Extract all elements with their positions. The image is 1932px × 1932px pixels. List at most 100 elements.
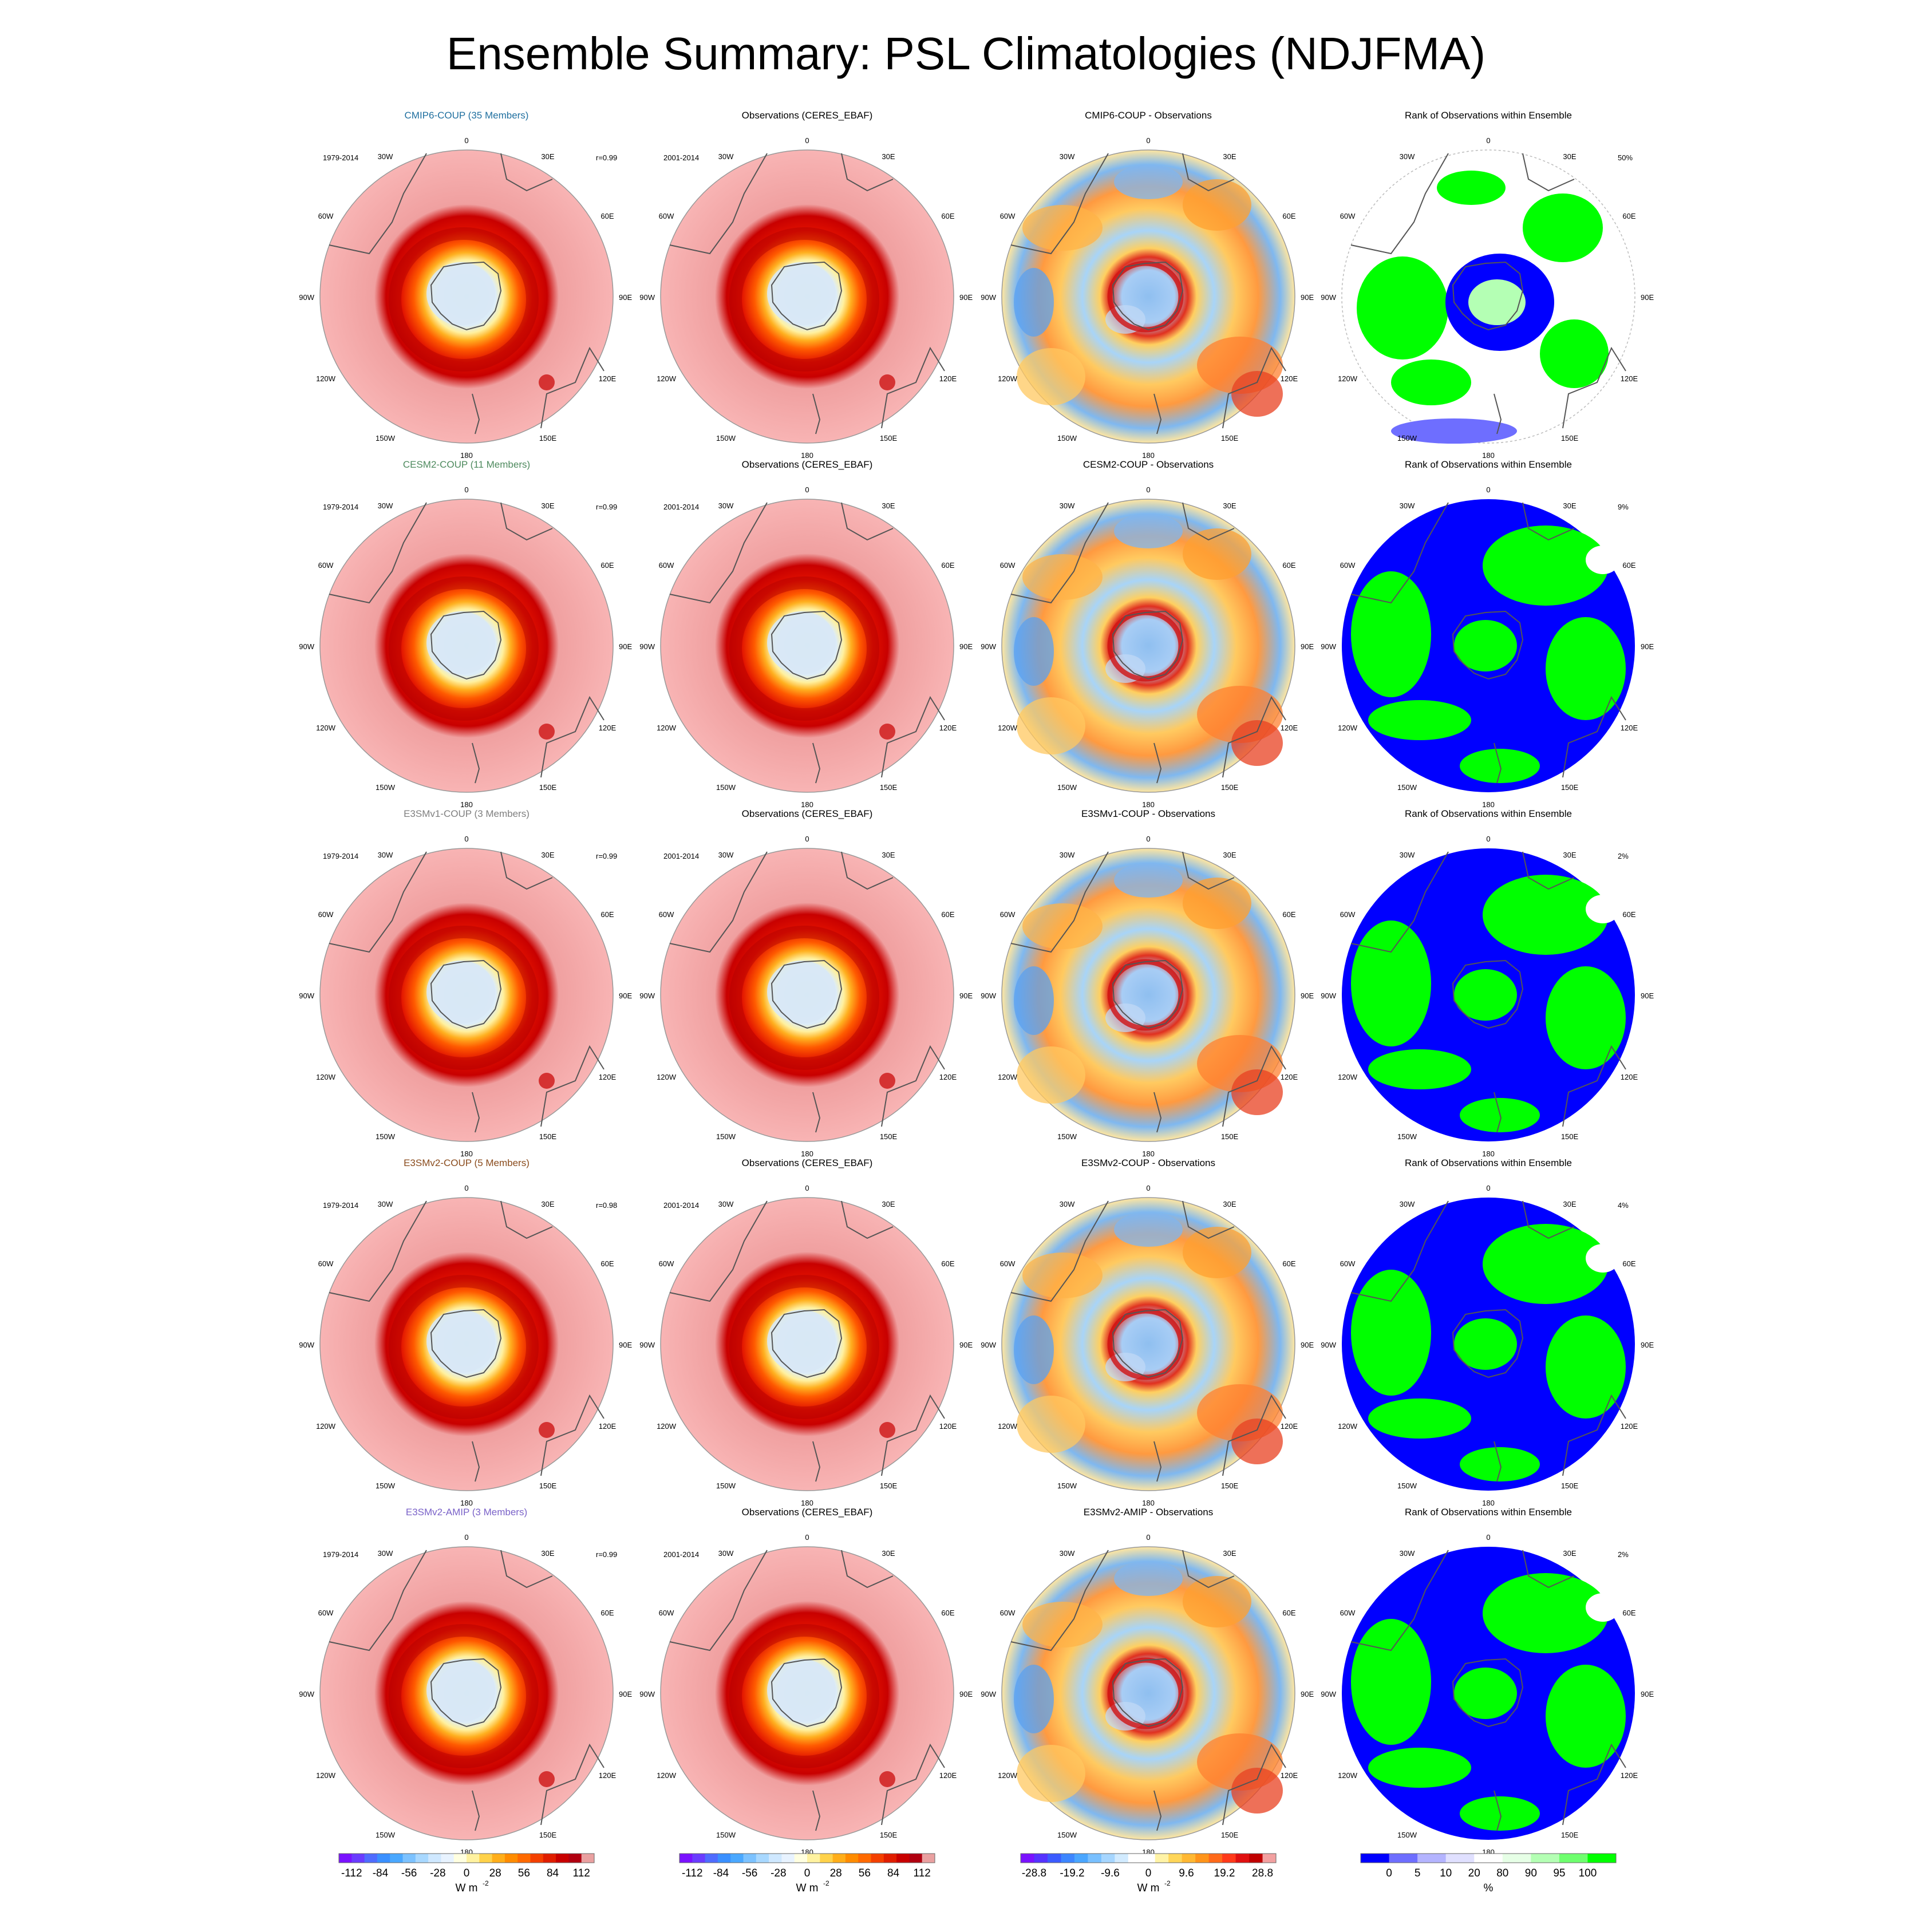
lon-label: 90W xyxy=(1321,642,1336,651)
lon-label: 60W xyxy=(659,910,674,919)
antarctica-coastline xyxy=(1112,1658,1184,1728)
lon-label: 150E xyxy=(539,1132,557,1141)
antarctic-interior xyxy=(426,1659,495,1722)
colorbar-units: W m xyxy=(796,1882,818,1894)
lon-label: 60E xyxy=(1282,1259,1295,1268)
rank-mid-region xyxy=(1468,279,1526,325)
south-america-coastline xyxy=(1010,1200,1109,1302)
lon-label: 150E xyxy=(1561,1831,1579,1839)
rank-high-region xyxy=(1546,617,1626,720)
new-zealand-coastline xyxy=(1153,742,1162,784)
lon-label: 150W xyxy=(1397,1831,1417,1839)
lon-label: 150W xyxy=(1397,434,1417,442)
antarctica-coastline xyxy=(1112,261,1184,331)
difference-anomaly xyxy=(1114,1562,1183,1596)
lon-label: 120E xyxy=(599,1771,617,1780)
colorbar-units-exponent: -2 xyxy=(483,1879,489,1887)
regional-maximum xyxy=(539,374,555,390)
lon-label: 90W xyxy=(1321,991,1336,1000)
antarctica-coastline xyxy=(430,261,502,331)
antarctic-interior xyxy=(767,961,836,1024)
lon-label: 60W xyxy=(318,910,334,919)
colorbar-tick-label: 9.6 xyxy=(1179,1867,1194,1879)
lon-label: 90E xyxy=(619,1341,632,1349)
colorbar-tick-label: 80 xyxy=(1496,1867,1508,1879)
south-america-coastline xyxy=(669,851,768,953)
colorbar-tick-label: 28 xyxy=(830,1867,842,1879)
colorbar-swatch xyxy=(530,1854,544,1863)
antarctica-coastline xyxy=(430,1658,502,1728)
colorbar-tick-label: -112 xyxy=(682,1867,703,1879)
lon-label: 150W xyxy=(716,1132,736,1141)
rank-high-region xyxy=(1368,700,1471,740)
antarctica-coastline xyxy=(1112,959,1184,1029)
colorbar-swatch xyxy=(1034,1854,1048,1863)
lon-label: 30W xyxy=(718,851,734,859)
rank-mid-region xyxy=(1586,1593,1620,1622)
antarctica-coastline xyxy=(1112,1309,1184,1378)
rank-high-region xyxy=(1368,1049,1471,1089)
lon-label: 60E xyxy=(941,1259,954,1268)
lon-label: 30E xyxy=(541,1200,554,1208)
new-zealand-coastline xyxy=(812,1790,821,1831)
lon-label: 30E xyxy=(1223,1200,1236,1208)
lon-label: 60E xyxy=(1622,910,1635,919)
africa-coastline xyxy=(1182,1550,1235,1589)
antarctica-coastline xyxy=(430,959,502,1029)
lon-label: 120W xyxy=(657,1073,677,1081)
difference-anomaly xyxy=(1183,1227,1251,1278)
model-panel-title: CESM2-COUP (11 Members) xyxy=(403,459,530,470)
obs-panel: 030E60E90E120E150E180150W120W90W60W30WOb… xyxy=(639,1507,973,1856)
colorbar-swatch xyxy=(1182,1854,1196,1863)
lon-label: 180 xyxy=(1482,1149,1495,1158)
colorbar-tick-label: -112 xyxy=(341,1867,362,1879)
lon-label: 150W xyxy=(1397,1481,1417,1490)
lon-label: 30W xyxy=(1400,851,1415,859)
rank-high-region xyxy=(1351,1619,1431,1745)
lon-label: 0 xyxy=(1146,136,1150,145)
lon-label: 90W xyxy=(981,293,996,302)
rank-high-region xyxy=(1351,571,1431,697)
lon-label: 120W xyxy=(316,1422,336,1431)
rank-high-region xyxy=(1546,1315,1626,1419)
lon-label: 90E xyxy=(959,1690,973,1698)
antarctica-coastline xyxy=(1452,1309,1524,1378)
difference-anomaly xyxy=(1183,179,1251,231)
africa-coastline xyxy=(1522,1550,1575,1589)
colorbar-tick-label: -28 xyxy=(771,1867,786,1879)
colorbar-swatch xyxy=(364,1854,378,1863)
regional-maximum xyxy=(879,1771,895,1787)
new-zealand-coastline xyxy=(812,742,821,784)
australia-coastline xyxy=(881,1045,945,1127)
lon-label: 0 xyxy=(805,1184,809,1192)
lon-label: 90E xyxy=(1641,991,1654,1000)
antarctica-coastline xyxy=(771,610,843,680)
antarctica-coastline xyxy=(771,261,843,331)
lon-label: 90E xyxy=(1301,1341,1314,1349)
australia-coastline xyxy=(1222,696,1286,778)
south-america-coastline xyxy=(1010,502,1109,604)
colorbar-frame xyxy=(1020,1853,1277,1863)
obs-panel-title: Observations (CERES_EBAF) xyxy=(742,110,873,121)
lon-label: 30E xyxy=(1563,152,1576,161)
model-panel: 0 30E 60E 90E 120E 150E 180 150W 120W 90W 60W 30W E3… xyxy=(299,808,632,1158)
lon-label: 0 xyxy=(1486,485,1490,494)
lon-label: 60W xyxy=(1000,1259,1016,1268)
lon-label: 30W xyxy=(378,501,393,510)
lon-label: 0 xyxy=(1486,136,1490,145)
lon-label: 30W xyxy=(1060,1549,1075,1558)
australia-coastline xyxy=(1562,1045,1626,1127)
antarctic-interior xyxy=(426,611,495,674)
lon-label: 30W xyxy=(718,1549,734,1558)
colorbar-tick-label: 112 xyxy=(914,1867,931,1879)
lon-label: 180 xyxy=(1142,451,1155,460)
lon-label: 90E xyxy=(1641,293,1654,302)
lon-label: 60E xyxy=(941,212,954,220)
rank-panel-title: Rank of Observations within Ensemble xyxy=(1405,1507,1572,1518)
lon-label: 120E xyxy=(939,1771,957,1780)
lon-label: 60E xyxy=(600,212,614,220)
difference-anomaly xyxy=(1114,514,1183,548)
model-panel-title: E3SMv2-AMIP (3 Members) xyxy=(406,1507,527,1518)
colorbar-swatch xyxy=(1047,1854,1061,1863)
rank-high-region xyxy=(1351,1270,1431,1396)
